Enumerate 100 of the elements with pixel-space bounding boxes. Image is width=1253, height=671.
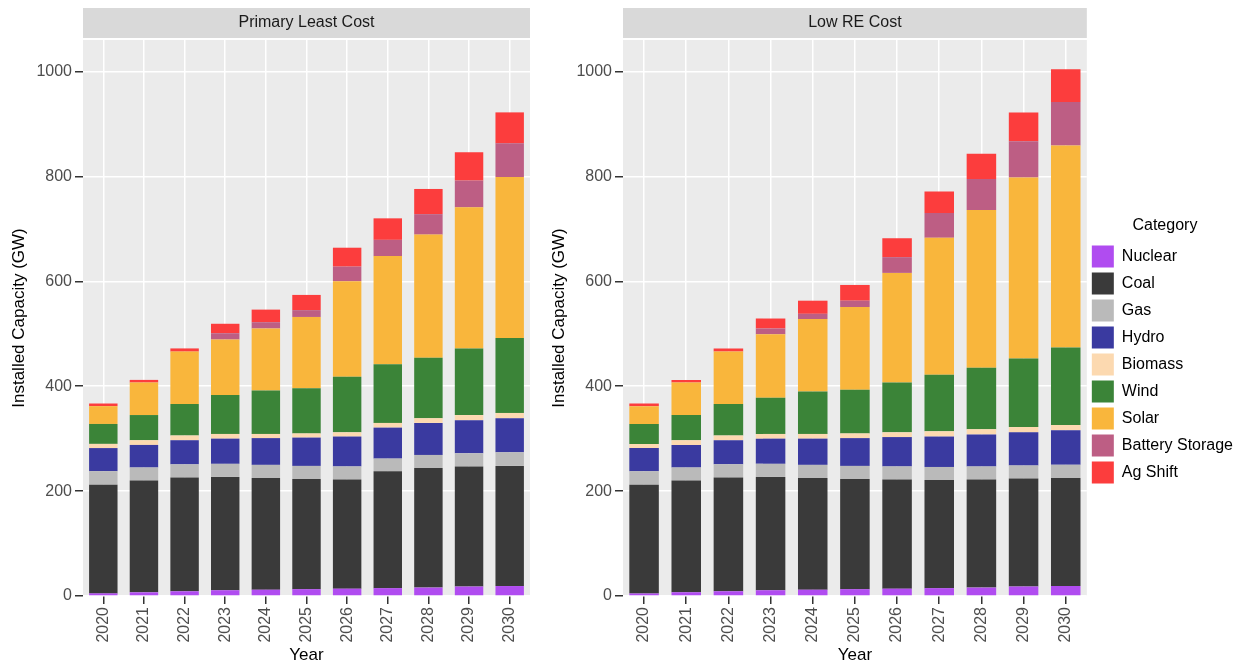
legend-label: Solar <box>1121 409 1160 427</box>
bar <box>755 328 786 335</box>
bar <box>495 465 524 587</box>
bar <box>373 256 402 365</box>
bar <box>454 180 484 208</box>
bar <box>332 376 362 433</box>
x-axis-title: Year <box>289 645 324 665</box>
bar <box>1050 69 1081 102</box>
bar <box>129 480 159 593</box>
bar <box>373 427 402 459</box>
legend-label: Wind <box>1121 382 1159 400</box>
bar <box>629 448 659 472</box>
bar <box>1008 427 1039 433</box>
legend-label: Nuclear <box>1121 247 1178 265</box>
bar <box>882 588 912 596</box>
y-axis-title: Installed Capacity (GW) <box>8 228 28 408</box>
bar <box>797 391 828 434</box>
bar <box>797 464 828 478</box>
bar <box>129 382 159 416</box>
bar <box>797 313 828 320</box>
bar <box>454 586 484 596</box>
bar <box>671 415 701 441</box>
bar <box>882 466 912 480</box>
bar <box>332 266 362 282</box>
x-tick-label: 2028 <box>971 606 989 643</box>
bar <box>170 464 199 478</box>
bar <box>924 588 954 596</box>
bar <box>924 374 954 432</box>
bar <box>129 592 159 596</box>
bar <box>170 440 199 465</box>
bar <box>89 484 118 594</box>
bar <box>89 406 118 424</box>
bar <box>251 322 281 329</box>
x-tick-label: 2026 <box>337 606 355 643</box>
bar <box>797 433 828 439</box>
bar <box>414 234 443 358</box>
bar <box>495 586 524 596</box>
legend-label: Ag Shift <box>1121 463 1179 481</box>
legend-label: Battery Storage <box>1121 436 1234 454</box>
bar <box>797 438 828 465</box>
bar <box>1008 141 1039 178</box>
bar <box>373 364 402 423</box>
bar <box>755 438 786 464</box>
bar <box>251 433 281 439</box>
bar <box>1050 430 1081 465</box>
bar <box>211 438 240 464</box>
bar <box>966 429 997 435</box>
bar <box>1008 465 1039 479</box>
bar <box>414 188 443 215</box>
bar <box>755 433 786 439</box>
bar <box>1050 477 1081 587</box>
y-axis-title: Installed Capacity (GW) <box>548 228 568 408</box>
bar <box>1008 478 1039 587</box>
bar <box>251 438 281 465</box>
bar <box>414 357 443 419</box>
x-tick-label: 2029 <box>459 606 477 643</box>
bar <box>840 300 870 307</box>
bar <box>454 152 484 181</box>
x-tick-label: 2030 <box>1056 606 1074 643</box>
y-tick-label: 0 <box>603 586 613 604</box>
y-tick-label: 0 <box>63 586 73 604</box>
y-tick-label: 600 <box>45 271 73 289</box>
bar <box>924 191 954 214</box>
bar <box>414 418 443 423</box>
bar <box>170 348 199 352</box>
bar <box>671 480 701 593</box>
bar <box>671 440 701 445</box>
bar <box>414 422 443 455</box>
bar <box>755 334 786 398</box>
bar <box>1050 347 1081 426</box>
bar <box>840 284 870 301</box>
bar <box>629 443 659 449</box>
x-tick-label: 2022 <box>718 606 736 643</box>
bar <box>292 465 321 480</box>
bar <box>211 476 240 591</box>
x-tick-label: 2020 <box>634 606 652 643</box>
y-tick-label: 200 <box>585 481 613 499</box>
bar <box>495 418 524 453</box>
bar <box>966 466 997 480</box>
bar <box>89 443 118 449</box>
bar <box>713 351 744 405</box>
bar <box>1050 464 1081 478</box>
y-tick-label: 400 <box>45 376 73 394</box>
legend-label: Gas <box>1121 301 1152 319</box>
bar <box>454 415 484 421</box>
bar <box>966 587 997 596</box>
bar <box>251 477 281 590</box>
bar <box>629 471 659 485</box>
bar <box>454 207 484 349</box>
bar <box>414 214 443 235</box>
x-tick-label: 2020 <box>93 606 111 643</box>
bar <box>966 179 997 210</box>
bar <box>414 454 443 469</box>
bar <box>251 390 281 434</box>
bar <box>332 432 362 437</box>
bar <box>1050 101 1081 146</box>
bar <box>495 143 524 177</box>
bar <box>129 444 159 468</box>
bar <box>1008 432 1039 466</box>
bar <box>713 477 744 592</box>
